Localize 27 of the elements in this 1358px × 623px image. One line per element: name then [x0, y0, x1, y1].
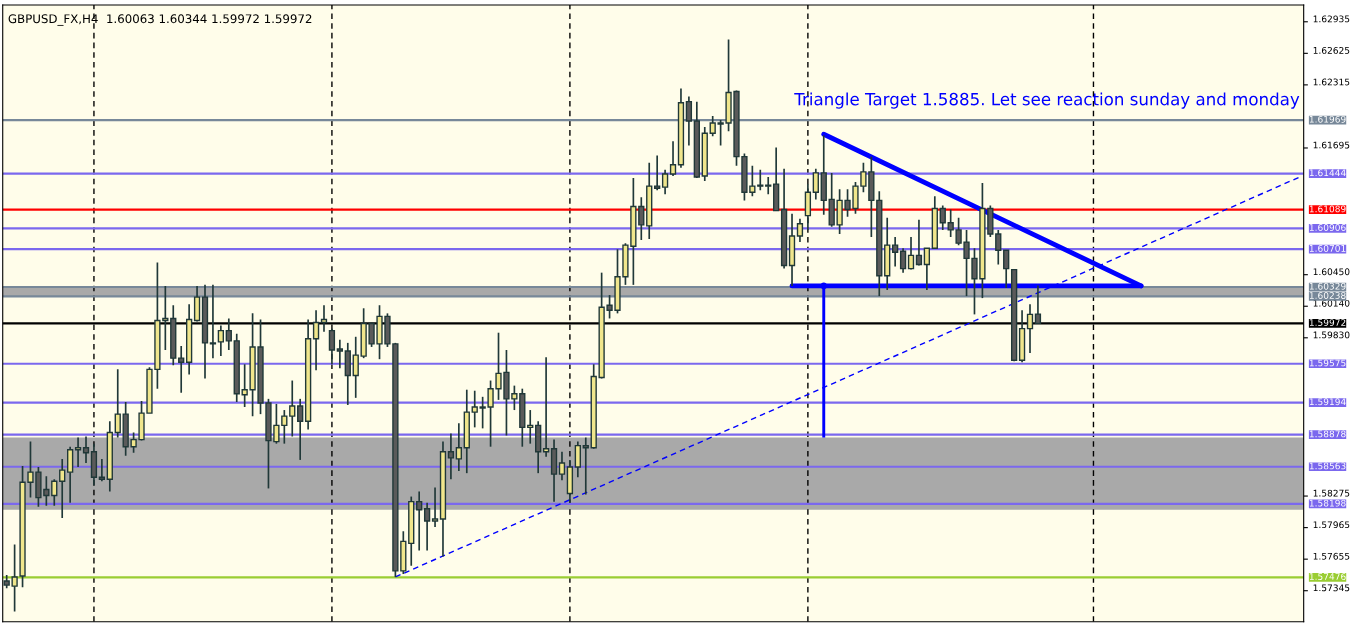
ref-line-label: 1.61969	[1309, 115, 1346, 123]
ref-line-label: 1.59575	[1309, 359, 1346, 367]
y-tick-label: 1.61695	[1313, 141, 1350, 149]
ref-line-label: 1.58198	[1309, 499, 1346, 507]
ref-line-label: 1.58563	[1309, 462, 1346, 470]
y-tick-label: 1.62315	[1313, 78, 1350, 86]
text: GBPUSD_FX,H4 1.60063 1.60344 1.59972 1.59972	[8, 14, 312, 26]
ref-line-label: 1.57476	[1309, 573, 1346, 580]
ref-line-label: 1.60329	[1309, 282, 1346, 290]
y-tick-label: 1.58275	[1313, 489, 1350, 497]
ref-line-label: 1.61444	[1309, 169, 1346, 177]
y-tick-label: 1.59830	[1313, 331, 1350, 339]
ref-line-label: 1.59194	[1309, 398, 1346, 406]
ref-line-label: 1.60701	[1309, 244, 1346, 252]
ref-line-label: 1.61089	[1309, 205, 1346, 213]
y-tick-label: 1.62935	[1313, 15, 1350, 23]
y-tick-label: 1.60450	[1313, 268, 1350, 276]
y-tick-label: 1.57655	[1313, 552, 1350, 560]
ref-line-label: 1.58878	[1309, 430, 1346, 438]
y-tick-label: 1.57965	[1313, 521, 1350, 529]
ref-line-label: 1.59972	[1309, 319, 1346, 326]
ref-line-label: 1.60238	[1309, 292, 1346, 299]
y-tick-label: 1.60140	[1313, 299, 1350, 307]
annotation: Triangle Target 1.5885. Let see reaction sunday and monday	[794, 92, 1300, 109]
y-tick-label: 1.57345	[1313, 584, 1350, 592]
y-tick-label: 1.62625	[1313, 47, 1350, 54]
ref-line-label: 1.60906	[1309, 224, 1346, 231]
